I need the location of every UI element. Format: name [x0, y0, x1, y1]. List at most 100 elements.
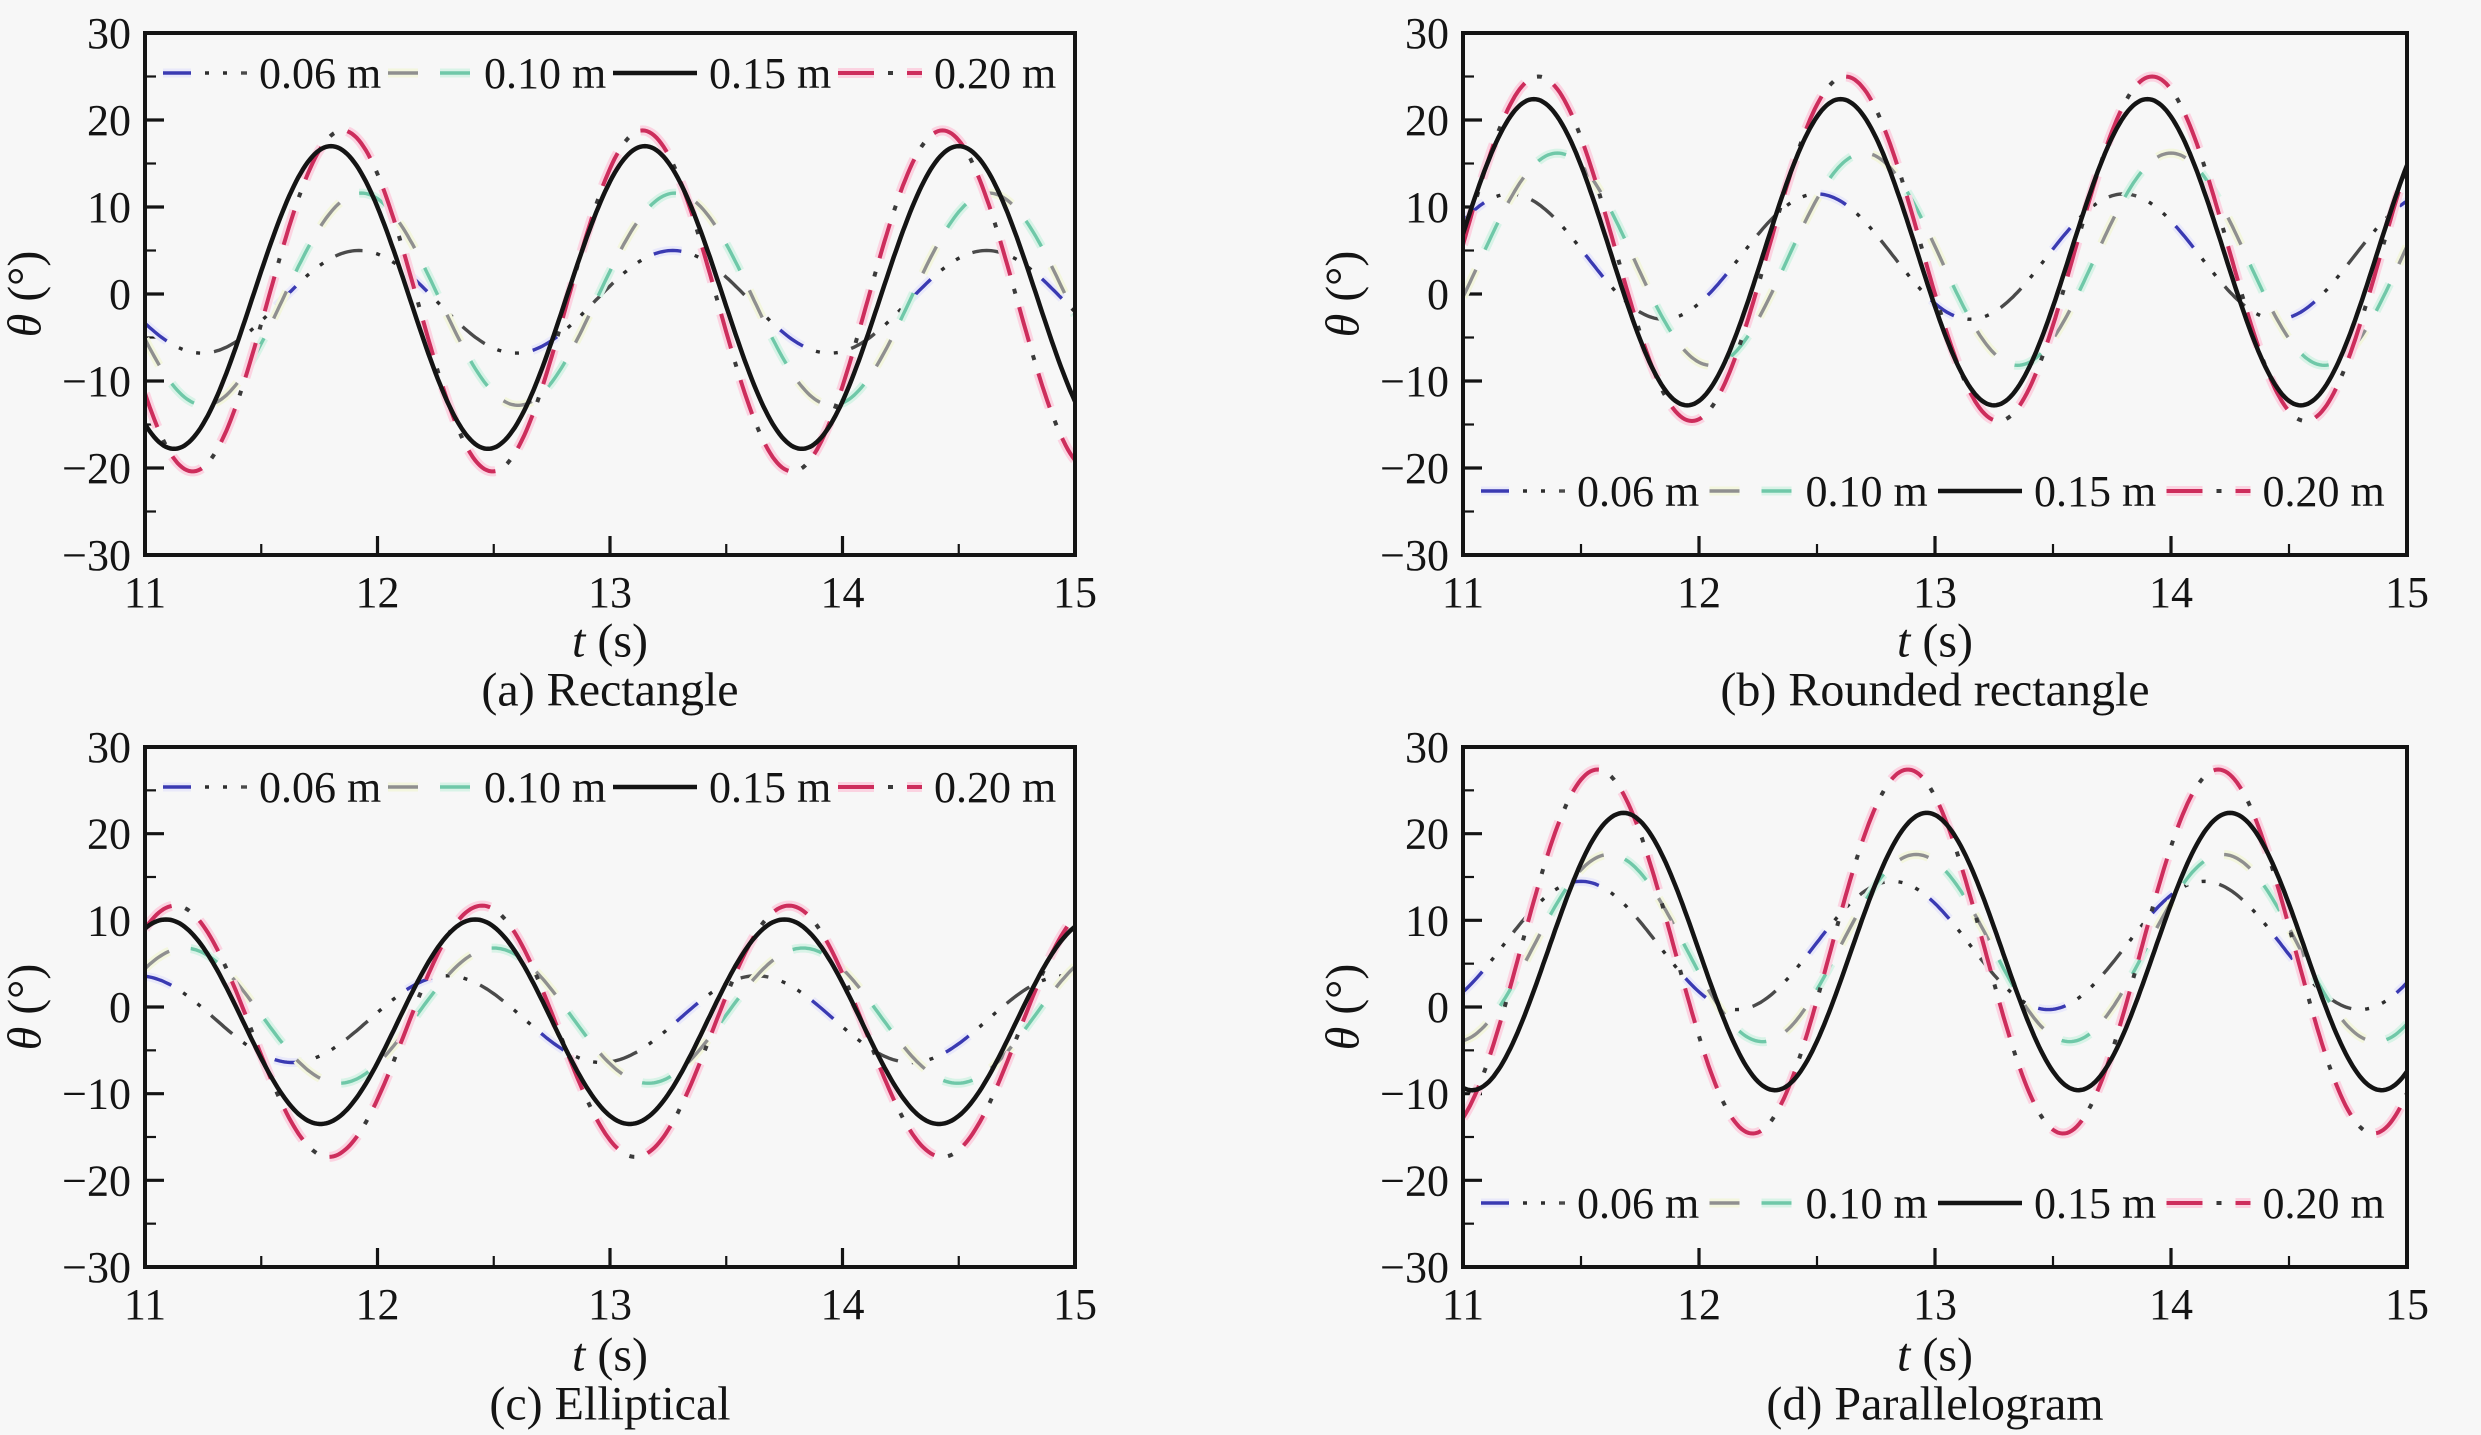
svg-text:−30: −30: [1380, 531, 1449, 580]
svg-text:−20: −20: [1380, 1156, 1449, 1205]
svg-text:12: 12: [356, 568, 400, 617]
chart-caption: (c) Elliptical: [489, 1377, 731, 1431]
svg-text:12: 12: [1677, 1280, 1721, 1329]
y-axis-unit: (°): [1316, 963, 1370, 1015]
svg-text:0.20 m: 0.20 m: [2263, 467, 2385, 516]
x-axis-unit: (s): [597, 614, 648, 668]
x-axis-variable: t: [572, 614, 586, 668]
chart-c-elliptical: 11 12 13 14 15 −30 −20 −10 0 10 20 30 0.06 m 0.10 m 0.…: [0, 717, 1240, 1435]
x-axis-unit: (s): [597, 1328, 648, 1382]
svg-text:0.15 m: 0.15 m: [709, 763, 831, 812]
svg-text:0.15 m: 0.15 m: [2034, 1179, 2156, 1228]
svg-text:−30: −30: [62, 531, 131, 580]
svg-text:0.20 m: 0.20 m: [2263, 1179, 2385, 1228]
x-axis-label: t (s): [1897, 1328, 1973, 1383]
chart-caption: (b) Rounded rectangle: [1720, 663, 2150, 717]
svg-text:12: 12: [1677, 568, 1721, 617]
y-axis-unit: (°): [0, 963, 52, 1015]
svg-text:0.10 m: 0.10 m: [1806, 1179, 1928, 1228]
x-axis-variable: t: [1897, 614, 1911, 668]
svg-text:14: 14: [2149, 1280, 2193, 1329]
svg-text:20: 20: [87, 96, 131, 145]
svg-text:0.10 m: 0.10 m: [1806, 467, 1928, 516]
svg-text:11: 11: [124, 568, 166, 617]
svg-text:11: 11: [1442, 1280, 1484, 1329]
svg-text:30: 30: [87, 9, 131, 58]
chart-caption: (d) Parallelogram: [1766, 1377, 2104, 1431]
x-axis-variable: t: [1897, 1328, 1911, 1382]
svg-text:−10: −10: [62, 357, 131, 406]
svg-text:10: 10: [87, 896, 131, 945]
y-axis-variable: θ: [1316, 313, 1370, 338]
svg-text:20: 20: [1405, 96, 1449, 145]
svg-text:11: 11: [1442, 568, 1484, 617]
svg-text:11: 11: [124, 1280, 166, 1329]
chart-a-rectangle: 11 12 13 14 15 −30 −20 −10 0 10 20 30 0.06 m 0.10 m 0.…: [0, 0, 1240, 717]
y-axis-variable: θ: [0, 313, 52, 338]
svg-text:14: 14: [821, 568, 865, 617]
chart-d-parallelogram: 11 12 13 14 15 −30 −20 −10 0 10 20 30 0.06 m 0.10 m 0.…: [1240, 717, 2481, 1435]
y-axis-unit: (°): [0, 250, 52, 302]
svg-text:13: 13: [1913, 1280, 1957, 1329]
svg-text:−30: −30: [1380, 1243, 1449, 1292]
svg-text:0.10 m: 0.10 m: [484, 49, 606, 98]
svg-text:13: 13: [1913, 568, 1957, 617]
x-axis-label: t (s): [572, 614, 648, 669]
chart-c-canvas: 11 12 13 14 15 −30 −20 −10 0 10 20 30 0.06 m 0.10 m 0.…: [62, 723, 1097, 1329]
chart-d-canvas: 11 12 13 14 15 −30 −20 −10 0 10 20 30 0.06 m 0.10 m 0.…: [1380, 723, 2429, 1329]
x-axis-label: t (s): [1897, 614, 1973, 669]
chart-b-rounded-rectangle: 11 12 13 14 15 −30 −20 −10 0 10 20 30 0.06 m 0.10 m 0.…: [1240, 0, 2481, 717]
svg-text:0: 0: [1427, 983, 1449, 1032]
svg-text:30: 30: [1405, 723, 1449, 772]
x-axis-unit: (s): [1922, 1328, 1973, 1382]
svg-text:30: 30: [87, 723, 131, 772]
svg-text:15: 15: [1053, 568, 1097, 617]
svg-text:0.06 m: 0.06 m: [1577, 467, 1699, 516]
svg-text:−30: −30: [62, 1243, 131, 1292]
y-axis-label: θ (°): [1316, 251, 1371, 338]
svg-text:0: 0: [109, 983, 131, 1032]
svg-text:−20: −20: [62, 444, 131, 493]
svg-text:0.06 m: 0.06 m: [259, 49, 381, 98]
svg-text:−10: −10: [1380, 357, 1449, 406]
chart-b-canvas: 11 12 13 14 15 −30 −20 −10 0 10 20 30 0.06 m 0.10 m 0.…: [1380, 9, 2429, 617]
svg-text:−20: −20: [62, 1156, 131, 1205]
y-axis-variable: θ: [1316, 1026, 1370, 1051]
svg-text:10: 10: [1405, 183, 1449, 232]
svg-text:0.10 m: 0.10 m: [484, 763, 606, 812]
svg-text:30: 30: [1405, 9, 1449, 58]
y-axis-label: θ (°): [1316, 964, 1371, 1051]
svg-text:15: 15: [2385, 568, 2429, 617]
y-axis-variable: θ: [0, 1026, 52, 1051]
svg-text:0.06 m: 0.06 m: [1577, 1179, 1699, 1228]
svg-text:20: 20: [1405, 810, 1449, 859]
svg-text:−20: −20: [1380, 444, 1449, 493]
svg-text:0: 0: [1427, 270, 1449, 319]
svg-text:14: 14: [821, 1280, 865, 1329]
svg-text:20: 20: [87, 810, 131, 859]
svg-text:0.06 m: 0.06 m: [259, 763, 381, 812]
svg-text:−10: −10: [62, 1070, 131, 1119]
y-axis-unit: (°): [1316, 250, 1370, 302]
svg-text:10: 10: [1405, 896, 1449, 945]
svg-text:12: 12: [356, 1280, 400, 1329]
chart-a-canvas: 11 12 13 14 15 −30 −20 −10 0 10 20 30 0.06 m 0.10 m 0.…: [62, 9, 1097, 617]
svg-text:0.15 m: 0.15 m: [709, 49, 831, 98]
svg-text:0.15 m: 0.15 m: [2034, 467, 2156, 516]
svg-text:13: 13: [588, 1280, 632, 1329]
svg-text:0.20 m: 0.20 m: [934, 763, 1056, 812]
x-axis-label: t (s): [572, 1328, 648, 1383]
svg-text:13: 13: [588, 568, 632, 617]
svg-text:15: 15: [1053, 1280, 1097, 1329]
y-axis-label: θ (°): [0, 964, 53, 1051]
x-axis-variable: t: [572, 1328, 586, 1382]
svg-text:15: 15: [2385, 1280, 2429, 1329]
svg-text:14: 14: [2149, 568, 2193, 617]
svg-text:10: 10: [87, 183, 131, 232]
y-axis-label: θ (°): [0, 251, 53, 338]
svg-text:0: 0: [109, 270, 131, 319]
chart-caption: (a) Rectangle: [481, 663, 739, 717]
svg-text:0.20 m: 0.20 m: [934, 49, 1056, 98]
x-axis-unit: (s): [1922, 614, 1973, 668]
